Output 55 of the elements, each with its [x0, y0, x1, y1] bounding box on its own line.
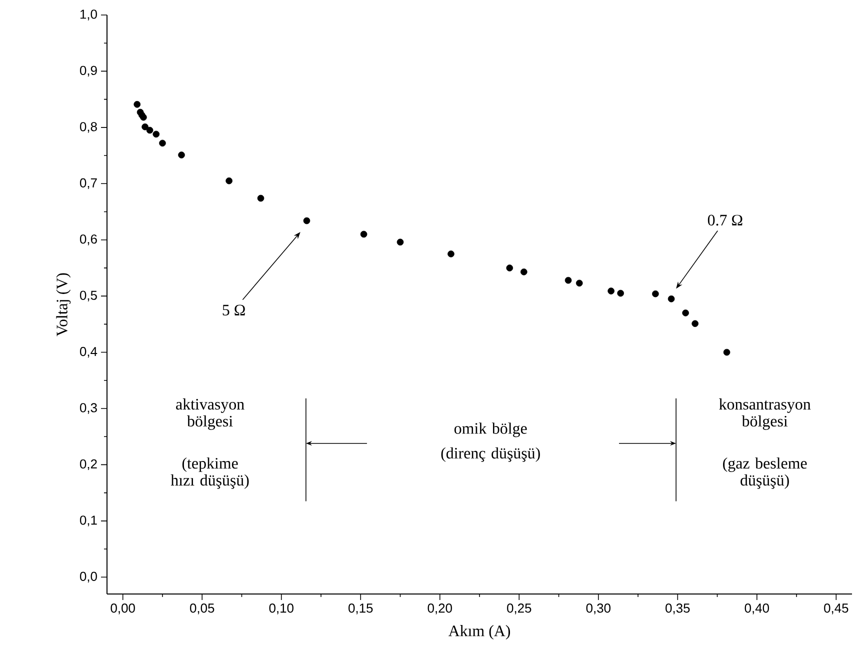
point	[303, 217, 310, 224]
x-tick-label: 0,20	[428, 604, 452, 614]
y-tick-label: 0,8	[80, 122, 97, 133]
point	[692, 320, 698, 328]
y-tick-label: 1,0	[80, 10, 97, 20]
annotation: 0.7 Ω	[708, 214, 742, 226]
annotation: (direnç düşüşü)	[441, 447, 540, 462]
point	[723, 348, 730, 356]
point	[576, 280, 583, 287]
annotation: (gaz besleme düşüşü)	[723, 457, 807, 489]
x-tick-label: 0,45	[824, 604, 848, 614]
x-tick-label: 0,10	[269, 604, 294, 614]
annotation: omik bölge	[454, 422, 527, 438]
x-axis-title: Akım (A)	[448, 625, 510, 640]
annotation: (tepkime hızı düşüşü)	[170, 457, 249, 489]
annotation: konsantrasyon bölgesi	[719, 398, 811, 430]
y-tick-label: 0,7	[80, 178, 97, 189]
point	[682, 310, 689, 316]
y-axis-title: Voltaj (V)	[56, 273, 71, 336]
x-tick-label: 0,15	[348, 604, 373, 614]
y-tick-label: 0,9	[80, 66, 97, 77]
point	[564, 276, 572, 284]
y-tick-label: 0,3	[80, 403, 97, 414]
point	[140, 114, 147, 121]
x-tick-label: 0,40	[744, 604, 770, 614]
y-tick-label: 0,6	[80, 234, 97, 246]
point	[257, 194, 264, 202]
point	[506, 264, 514, 272]
annotation: 5 Ω	[222, 304, 245, 316]
point	[396, 238, 404, 246]
x-tick-label: 0,25	[507, 604, 532, 614]
y-tick-label: 0,2	[80, 459, 97, 470]
point	[617, 290, 624, 297]
point	[520, 268, 528, 276]
point	[159, 140, 166, 147]
point	[608, 288, 614, 294]
y-tick-label: 0,4	[80, 346, 98, 358]
point	[142, 123, 148, 130]
x-tick-label: 0,05	[190, 604, 214, 614]
annotation: aktivasyon bölgesi	[176, 398, 244, 430]
point	[360, 230, 368, 238]
point	[668, 295, 675, 302]
x-tick-label: 0,00	[110, 604, 135, 614]
point	[152, 130, 160, 138]
point	[448, 250, 454, 258]
point	[178, 152, 185, 158]
x-tick-label: 0,30	[586, 604, 610, 614]
x-tick-label: 0,35	[666, 604, 690, 614]
point	[146, 126, 154, 134]
point	[134, 100, 141, 108]
point	[652, 290, 659, 298]
point	[226, 177, 232, 184]
y-tick-label: 0,5	[80, 290, 97, 302]
y-tick-label: 0,0	[80, 572, 97, 582]
y-tick-label: 0,1	[80, 516, 97, 526]
